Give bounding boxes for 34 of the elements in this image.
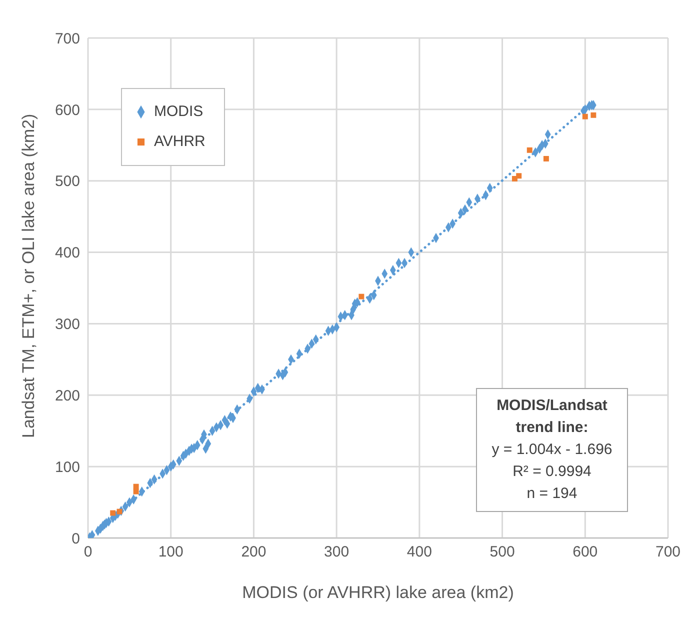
x-tick-label: 700 [655, 544, 681, 561]
y-tick-label: 100 [54, 458, 80, 476]
annotation: y = 1.004x - 1.696 [490, 440, 614, 460]
x-tick-label: 300 [324, 544, 350, 561]
point [116, 508, 122, 514]
point [133, 484, 139, 490]
point [133, 488, 139, 494]
y-tick-label: 700 [54, 30, 80, 48]
x-tick-label: 0 [84, 544, 92, 561]
x-tick-label: 400 [406, 544, 432, 561]
y-axis-title: Landsat TM, ETM+, or OLI lake area (km2) [19, 114, 38, 438]
annotation: MODIS/Landsat trend line: [496, 396, 608, 438]
y-tick-label: 300 [54, 316, 80, 334]
y-tick-label: 200 [54, 387, 80, 404]
legend-label: MODIS [154, 102, 204, 122]
x-tick-label: 500 [490, 544, 515, 561]
point [543, 156, 549, 162]
x-tick-label: 100 [158, 544, 184, 561]
point [590, 112, 596, 118]
y-tick-label: 600 [54, 102, 80, 119]
annotation: R² = 0.9994 [512, 462, 592, 482]
x-tick-label: 600 [572, 544, 598, 561]
point [110, 510, 116, 516]
point [358, 294, 364, 300]
y-tick-label: 400 [54, 244, 80, 262]
x-axis-title: MODIS (or AVHRR) lake area (km2) [242, 583, 514, 602]
point [582, 114, 588, 120]
x-tick-label: 200 [241, 544, 266, 561]
y-tick-label: 500 [54, 173, 80, 190]
legend-label: AVHRR [154, 132, 206, 152]
point [526, 147, 532, 153]
annotation: n = 194 [526, 484, 578, 504]
point [516, 173, 522, 179]
y-tick-label: 0 [72, 530, 80, 548]
